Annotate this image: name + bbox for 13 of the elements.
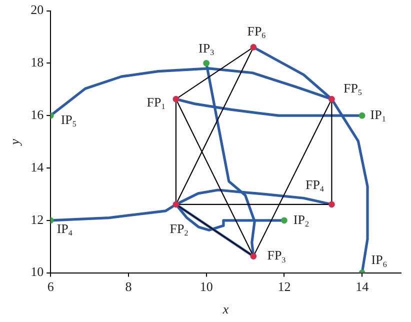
x-tick-label: 8 <box>125 279 132 294</box>
y-tick-label: 20 <box>30 2 44 18</box>
x-tick-label: 14 <box>356 279 370 294</box>
y-tick-label: 18 <box>30 54 44 70</box>
y-tick-label: 14 <box>30 159 44 174</box>
y-tick-label: 16 <box>30 107 44 122</box>
y-tick-label: 10 <box>30 264 44 280</box>
x-tick-label: 10 <box>200 279 213 294</box>
y-axis-title: y <box>7 138 22 147</box>
y-tick-label: 12 <box>30 212 44 227</box>
x-axis-title: x <box>222 302 229 317</box>
x-tick-label: 12 <box>278 279 291 294</box>
x-tick-label: 6 <box>47 279 54 294</box>
